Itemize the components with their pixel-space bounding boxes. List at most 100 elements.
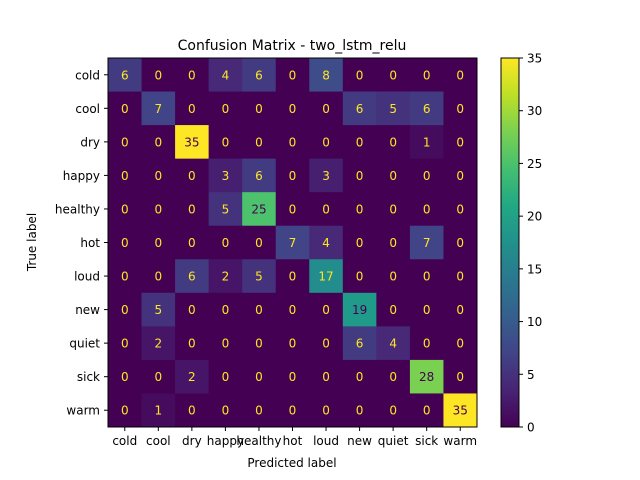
- heatmap-cell-hot-hot: [275, 225, 310, 260]
- heatmap-cell-cold-sick: [409, 58, 444, 92]
- cell-value-cold-hot: 0: [289, 68, 297, 82]
- heatmap-cell-warm-dry: [175, 393, 210, 428]
- heatmap-cell-sick-loud: [309, 359, 344, 394]
- cell-value-happy-hot: 0: [289, 169, 297, 183]
- cell-value-sick-happy: 0: [222, 370, 230, 384]
- cell-value-warm-loud: 0: [322, 404, 330, 418]
- cell-value-quiet-happy: 0: [222, 337, 230, 351]
- cell-value-dry-cool: 0: [154, 135, 162, 149]
- y-tick-label: happy: [63, 169, 100, 183]
- x-tick-label: hot: [283, 434, 303, 448]
- heatmap-cell-dry-hot: [275, 125, 310, 160]
- cell-value-sick-quiet: 0: [389, 370, 397, 384]
- cell-value-hot-loud: 4: [322, 236, 330, 250]
- cell-value-healthy-sick: 0: [423, 202, 431, 216]
- cell-value-new-quiet: 0: [389, 303, 397, 317]
- cell-value-healthy-quiet: 0: [389, 202, 397, 216]
- heatmap-cell-new-loud: [309, 292, 344, 327]
- y-tick-label: healthy: [55, 202, 100, 216]
- heatmap-cell-new-happy: [208, 292, 243, 327]
- heatmap-cell-cool-dry: [175, 91, 210, 126]
- heatmap-cell-sick-happy: [208, 359, 243, 394]
- cell-value-happy-cold: 0: [121, 169, 129, 183]
- cell-value-healthy-healthy: 25: [251, 202, 266, 216]
- cell-value-dry-warm: 0: [456, 135, 464, 149]
- cell-value-new-happy: 0: [222, 303, 230, 317]
- heatmap-cell-cold-quiet: [376, 58, 411, 92]
- cell-value-healthy-warm: 0: [456, 202, 464, 216]
- heatmap-cell-healthy-new: [342, 192, 377, 227]
- cell-value-cold-sick: 0: [423, 68, 431, 82]
- cell-value-cool-cool: 7: [154, 102, 162, 116]
- heatmap-cell-loud-healthy: [242, 259, 277, 294]
- heatmap-cell-cool-quiet: [376, 91, 411, 126]
- cell-value-sick-new: 0: [356, 370, 364, 384]
- cell-value-happy-new: 0: [356, 169, 364, 183]
- heatmap-cell-loud-loud: [309, 259, 344, 294]
- heatmap-cell-loud-sick: [409, 259, 444, 294]
- cell-value-cold-cold: 6: [121, 68, 129, 82]
- cell-value-hot-quiet: 0: [389, 236, 397, 250]
- cell-value-cold-healthy: 6: [255, 68, 263, 82]
- heatmap-cell-quiet-cold: [108, 326, 142, 361]
- heatmap-cell-happy-happy: [208, 158, 243, 193]
- heatmap-cell-dry-warm: [443, 125, 478, 160]
- cell-value-healthy-cool: 0: [154, 202, 162, 216]
- cell-value-hot-sick: 7: [423, 236, 431, 250]
- heatmap-cell-quiet-happy: [208, 326, 243, 361]
- heatmap-cell-happy-cool: [141, 158, 176, 193]
- cell-value-dry-healthy: 0: [255, 135, 263, 149]
- cell-value-hot-hot: 7: [289, 236, 297, 250]
- heatmap-cell-quiet-warm: [443, 326, 478, 361]
- colorbar-tick-label: 35: [527, 52, 542, 66]
- heatmap-cell-dry-new: [342, 125, 377, 160]
- heatmap-cell-hot-sick: [409, 225, 444, 260]
- cell-value-sick-cold: 0: [121, 370, 129, 384]
- cell-value-warm-healthy: 0: [255, 404, 263, 418]
- cell-value-dry-loud: 0: [322, 135, 330, 149]
- heatmap-cell-cool-happy: [208, 91, 243, 126]
- cell-value-loud-new: 0: [356, 270, 364, 284]
- cell-value-cool-dry: 0: [188, 102, 196, 116]
- y-axis-ticks: cold cool dry happy healthy hot loud new quiet si…: [55, 68, 108, 418]
- heatmap-cell-happy-quiet: [376, 158, 411, 193]
- heatmap-cell-hot-cool: [141, 225, 176, 260]
- heatmap-cell-loud-new: [342, 259, 377, 294]
- cell-value-quiet-healthy: 0: [255, 337, 263, 351]
- heatmap-cell-hot-healthy: [242, 225, 277, 260]
- cell-value-warm-happy: 0: [222, 404, 230, 418]
- heatmap-cell-warm-healthy: [242, 393, 277, 428]
- y-tick-label: hot: [80, 236, 100, 250]
- heatmap-cell-new-hot: [275, 292, 310, 327]
- cell-value-hot-cool: 0: [154, 236, 162, 250]
- cell-value-sick-sick: 28: [419, 370, 434, 384]
- cell-value-loud-cold: 0: [121, 270, 129, 284]
- x-tick-label: dry: [182, 434, 202, 448]
- colorbar-tick-label: 30: [527, 104, 542, 118]
- cell-value-hot-dry: 0: [188, 236, 196, 250]
- cell-value-sick-hot: 0: [289, 370, 297, 384]
- heatmap-cell-happy-dry: [175, 158, 210, 193]
- heatmap-cell-sick-dry: [175, 359, 210, 394]
- cell-value-new-warm: 0: [456, 303, 464, 317]
- cell-value-quiet-hot: 0: [289, 337, 297, 351]
- heatmap-cell-loud-cold: [108, 259, 142, 294]
- heatmap-cell-quiet-quiet: [376, 326, 411, 361]
- heatmap-cell-labels: 6 0 0 4 6 0 8 0 0 0 00 7 0 0 0 0 0 6 5 6 00 0 35 0 0 0 0 0 0 1 00 0 0 3 6 0…: [121, 68, 468, 417]
- y-axis-label: True label: [25, 213, 39, 272]
- cell-value-cold-happy: 4: [222, 68, 230, 82]
- heatmap-cell-hot-new: [342, 225, 377, 260]
- heatmap-cell-dry-cool: [141, 125, 176, 160]
- cell-value-hot-warm: 0: [456, 236, 464, 250]
- cell-value-happy-happy: 3: [222, 169, 230, 183]
- cell-value-loud-cool: 0: [154, 270, 162, 284]
- cell-value-new-dry: 0: [188, 303, 196, 317]
- heatmap-cell-happy-cold: [108, 158, 142, 193]
- heatmap-cell-healthy-cold: [108, 192, 142, 227]
- heatmap-cell-quiet-dry: [175, 326, 210, 361]
- cell-value-sick-dry: 2: [188, 370, 196, 384]
- heatmap-cell-sick-warm: [443, 359, 478, 394]
- heatmap-cell-happy-warm: [443, 158, 478, 193]
